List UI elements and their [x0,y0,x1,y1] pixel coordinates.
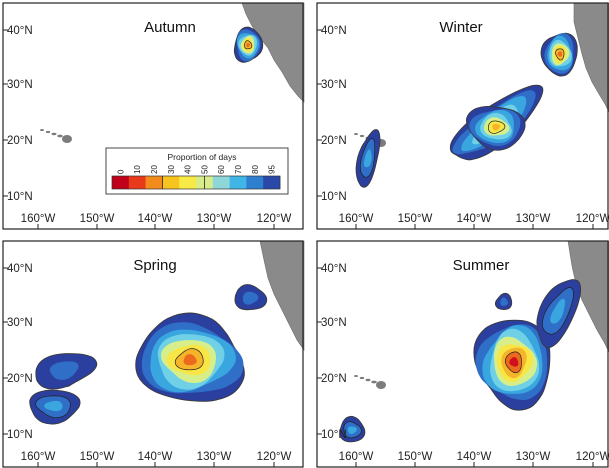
map-frame [316,240,609,468]
lon-label: 140°W [457,451,492,463]
lat-label: 20°N [7,373,33,385]
map-panel-autumn: 40°N 30°N 20°N 10°N 160°W 150°W 140°W 130°W 120°… [2,2,305,230]
lon-label: 160°W [339,213,374,225]
legend-swatch [112,176,130,189]
season-title: Winter [439,19,482,36]
legend-tick: 50 [200,165,209,174]
map-svg: 40°N 30°N 20°N 10°N 160°W 150°W 140°W 130°W 120°… [316,240,609,468]
lat-label: 10°N [7,191,33,203]
legend-swatch [128,176,146,189]
north-america-coast [241,2,305,103]
lat-label: 40°N [7,263,33,275]
lat-label: 30°N [321,79,347,91]
lat-label: 40°N [321,263,347,275]
lat-label: 10°N [321,191,347,203]
legend-swatch [162,176,180,189]
map-panel-summer: 40°N 30°N 20°N 10°N 160°W 150°W 140°W 130°W 120°… [316,240,609,468]
legend-swatch [179,176,197,189]
hawaii-islands [40,129,72,143]
map-frame [2,240,304,468]
lat-label: 40°N [7,25,33,37]
lon-label: 160°W [21,451,56,463]
density-hotspot [234,284,268,311]
legend-tick: 60 [217,165,226,174]
legend-tick: 95 [268,165,277,174]
legend-swatch [145,176,163,189]
legend-swatch [229,176,247,189]
density-hotspot [536,279,582,349]
lon-label: 120°W [257,451,292,463]
north-america-coast [573,2,609,113]
lon-label: 130°W [516,213,551,225]
lon-label: 150°W [398,213,433,225]
north-america-coast [259,240,305,351]
lat-label: 30°N [7,317,33,329]
hawaii-islands [354,375,386,389]
map-frame [2,2,304,230]
legend-tick: 10 [133,165,142,174]
density-hotspot [29,389,81,425]
lon-label: 120°W [576,451,609,463]
legend-tick: 30 [167,165,176,174]
lon-label: 130°W [516,451,551,463]
map-frame [316,2,609,230]
lon-label: 130°W [197,213,232,225]
legend-tick: 0 [116,169,125,174]
density-hotspot [233,26,264,63]
legend-tick: 20 [150,165,159,174]
lon-label: 120°W [576,213,609,225]
legend-tick: 40 [184,165,193,174]
legend-swatch [263,176,281,189]
map-svg: 40°N 30°N 20°N 10°N 160°W 150°W 140°W 130°W 120°… [2,2,305,230]
map-panel-spring: 40°N 30°N 20°N 10°N 160°W 150°W 140°W 130°W 120°… [2,240,305,468]
density-hotspot [35,353,98,390]
lat-label: 20°N [321,373,347,385]
lat-label: 30°N [7,79,33,91]
density-hotspot [466,106,526,151]
season-title: Spring [133,257,176,274]
season-title: Summer [453,257,510,274]
lon-label: 160°W [21,213,56,225]
map-svg: 40°N 30°N 20°N 10°N 160°W 150°W 140°W 130°W 120°… [316,2,609,230]
legend-tick: 80 [251,165,260,174]
color-legend: Proportion of days 0 10 20 30 40 50 60 70 80 95 [105,147,289,195]
legend-swatch [212,176,230,189]
lon-label: 140°W [457,213,492,225]
legend-title: Proportion of days [168,152,237,162]
map-svg: 40°N 30°N 20°N 10°N 160°W 150°W 140°W 130°W 120°… [2,240,305,468]
density-hotspot [339,415,366,443]
density-hotspot [135,312,245,402]
lon-label: 140°W [138,451,173,463]
lon-label: 160°W [339,451,374,463]
density-hotspot [494,292,513,310]
season-title: Autumn [144,19,196,36]
lat-label: 40°N [321,25,347,37]
lon-label: 120°W [257,213,292,225]
lat-label: 10°N [321,429,347,441]
lat-label: 30°N [321,317,347,329]
lat-label: 20°N [7,135,33,147]
lon-label: 150°W [398,451,433,463]
density-hotspot [355,129,381,188]
legend-swatch [246,176,264,189]
map-panel-winter: 40°N 30°N 20°N 10°N 160°W 150°W 140°W 130°W 120°… [316,2,609,230]
lon-label: 150°W [80,451,115,463]
density-hotspot [540,32,578,77]
north-america-coast [567,240,609,353]
lat-label: 20°N [321,135,347,147]
density-hotspot [473,319,551,411]
legend-tick: 70 [234,165,243,174]
lon-label: 130°W [197,451,232,463]
lon-label: 150°W [80,213,115,225]
lon-label: 140°W [138,213,173,225]
lat-label: 10°N [7,429,33,441]
